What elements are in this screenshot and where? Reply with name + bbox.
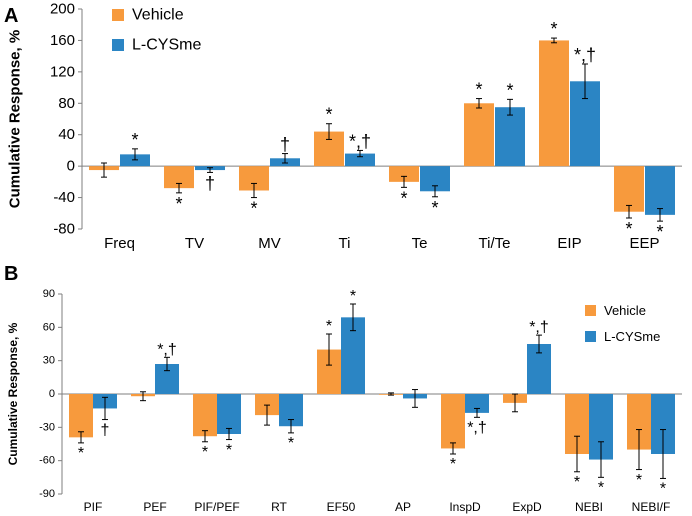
panel-b-category-label: NEBI/F bbox=[632, 500, 671, 514]
panel-b-y-tick-label: -30 bbox=[39, 421, 55, 433]
panel-a-bar-vehicle bbox=[164, 166, 194, 189]
panel-b-significance-mark: * bbox=[326, 318, 332, 335]
panel-b-category-label: ExpD bbox=[512, 500, 542, 514]
panel-b-y-tick-label: -90 bbox=[39, 488, 55, 500]
panel-b-category-label: EF50 bbox=[327, 500, 356, 514]
panel-b-y-tick-label: -60 bbox=[39, 455, 55, 467]
panel-a-bar-vehicle bbox=[389, 166, 419, 182]
panel-a-category-label: TV bbox=[185, 235, 204, 252]
panel-b-y-axis-label: Cumulative Response, % bbox=[6, 322, 20, 465]
panel-b-significance-mark: * bbox=[598, 480, 604, 497]
panel-b-legend-label: L-CYSme bbox=[604, 329, 660, 344]
panel-b-significance-mark: * bbox=[226, 442, 232, 459]
panel-a-bar-l-cysme bbox=[495, 107, 525, 167]
panel-a-significance-mark: * bbox=[175, 194, 182, 214]
panel-a-significance-mark: † bbox=[205, 174, 215, 194]
panel-b-legend-swatch bbox=[585, 305, 596, 316]
panel-b-category-label: PIF/PEF bbox=[194, 500, 239, 514]
panel-b-y-tick-label: 0 bbox=[49, 388, 55, 400]
panel-b-letter: B bbox=[4, 263, 18, 285]
panel-b-legend-swatch bbox=[585, 331, 596, 342]
panel-b-category-label: InspD bbox=[449, 500, 481, 514]
panel-a-y-tick-label: 160 bbox=[50, 32, 75, 49]
panel-b-significance-mark: * bbox=[288, 435, 294, 452]
panel-b-category-label: AP bbox=[395, 500, 411, 514]
panel-b-significance-mark: *,† bbox=[157, 341, 177, 358]
panel-a-significance-mark: *,† bbox=[349, 131, 371, 151]
panel-a-y-tick-label: 120 bbox=[50, 63, 75, 80]
panel-a-y-tick-label: 40 bbox=[58, 126, 75, 143]
panel-a-significance-mark: † bbox=[280, 135, 290, 155]
panel-a-legend-swatch bbox=[112, 39, 124, 51]
panel-b-bar-vehicle bbox=[69, 394, 93, 438]
panel-a-category-label: EIP bbox=[557, 235, 581, 252]
panel-b-bar-vehicle bbox=[193, 394, 217, 437]
panel-a-bar-vehicle bbox=[539, 40, 569, 167]
panel-a-legend-label: Vehicle bbox=[132, 7, 184, 24]
panel-b-significance-mark: * bbox=[636, 472, 642, 489]
panel-a-y-axis-label: Cumulative Response, % bbox=[6, 30, 23, 208]
panel-a-significance-mark: * bbox=[431, 198, 438, 218]
panel-a-category-label: Te bbox=[412, 235, 428, 252]
panel-a-bar-l-cysme bbox=[345, 153, 375, 167]
panel-b-legend-label: Vehicle bbox=[604, 303, 646, 318]
panel-b-y-tick-label: 60 bbox=[43, 321, 55, 333]
panel-a-significance-mark: * bbox=[656, 222, 663, 242]
panel-b-bar-l-cysme bbox=[465, 394, 489, 413]
panel-b-category-label: RT bbox=[271, 500, 287, 514]
panel-a-category-label: Freq bbox=[104, 235, 135, 252]
panel-a-bar-l-cysme bbox=[645, 166, 675, 215]
panel-b-significance-mark: * bbox=[574, 474, 580, 491]
panel-b-category-label: PEF bbox=[143, 500, 166, 514]
panel-b-y-tick-label: 30 bbox=[43, 355, 55, 367]
panel-a-y-tick-label: -80 bbox=[53, 221, 75, 238]
panel-a-category-label: Ti/Te bbox=[479, 235, 511, 252]
panel-b-bar-vehicle bbox=[255, 394, 279, 416]
panel-b-significance-mark: *,† bbox=[529, 319, 549, 336]
panel-a-y-tick-label: 0 bbox=[67, 158, 75, 175]
panel-a-significance-mark: * bbox=[400, 188, 407, 208]
panel-b-category-label: NEBI bbox=[575, 500, 603, 514]
panel-b-bar-l-cysme bbox=[217, 394, 241, 434]
panel-a-legend-swatch bbox=[112, 9, 124, 21]
panel-b-significance-mark: * bbox=[450, 456, 456, 473]
panel-a-significance-mark: * bbox=[250, 199, 257, 219]
panel-b-significance-mark: *,† bbox=[467, 420, 487, 437]
panel-b-y-tick-label: 90 bbox=[43, 288, 55, 300]
panel-a-y-tick-label: -40 bbox=[53, 189, 75, 206]
panel-b-significance-mark: * bbox=[350, 288, 356, 305]
panel-a-significance-mark: * bbox=[550, 19, 557, 39]
panel-a-significance-mark: *,† bbox=[574, 45, 596, 65]
panel-a-significance-mark: * bbox=[475, 80, 482, 100]
panel-a-significance-mark: * bbox=[625, 219, 632, 239]
panel-a-significance-mark: * bbox=[506, 80, 513, 100]
panel-a-legend-label: L-CYSme bbox=[132, 37, 201, 54]
panel-a-category-label: EEP bbox=[629, 235, 659, 252]
panel-b-significance-mark: * bbox=[202, 444, 208, 461]
panel-b-significance-mark: * bbox=[660, 481, 666, 498]
panel-a-category-label: MV bbox=[258, 235, 281, 252]
panel-b-bar-vehicle bbox=[441, 394, 465, 449]
panel-a-letter: A bbox=[4, 5, 18, 27]
panel-a-bar-vehicle bbox=[464, 103, 494, 167]
panel-a-y-tick-label: 80 bbox=[58, 95, 75, 112]
panel-a-significance-mark: * bbox=[131, 130, 138, 150]
panel-a-category-label: Ti bbox=[339, 235, 351, 252]
panel-b-significance-mark: * bbox=[78, 445, 84, 462]
panel-b-category-label: PIF bbox=[84, 500, 103, 514]
panel-b-significance-mark: † bbox=[101, 422, 110, 439]
panel-a-bar-vehicle bbox=[614, 166, 644, 212]
panel-a-y-tick-label: 200 bbox=[50, 1, 75, 18]
panel-a-significance-mark: * bbox=[325, 105, 332, 125]
